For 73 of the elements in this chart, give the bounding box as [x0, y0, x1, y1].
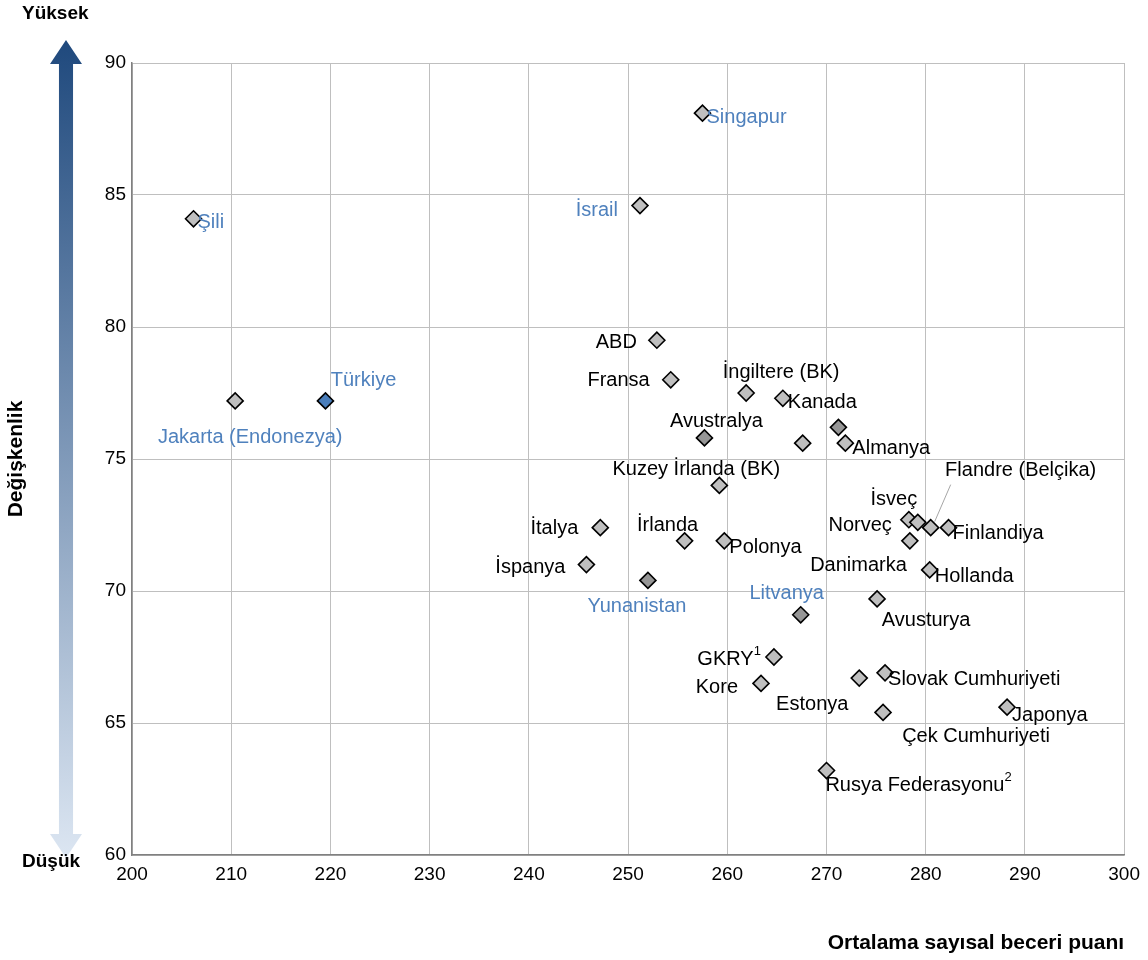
annotation: İngiltere (BK): [722, 359, 840, 382]
point: [710, 476, 729, 495]
point: [316, 392, 335, 410]
annotation: Polonya: [729, 535, 803, 558]
point: [737, 384, 755, 402]
annotation: Estonya: [776, 691, 850, 714]
point: [577, 555, 596, 574]
x-tick-label: 270: [810, 862, 843, 884]
y-tick-label: 90: [104, 51, 126, 73]
annotation: Flandre (Belçika): [945, 458, 1097, 481]
y-tick-label: 65: [104, 711, 126, 733]
point: [908, 513, 927, 532]
point: [791, 605, 810, 624]
x-tick-label: 250: [612, 862, 644, 884]
y-tick-label: 75: [104, 447, 126, 469]
annotation: İsveç: [870, 487, 918, 510]
x-tick-label: 230: [413, 862, 446, 884]
point: [639, 571, 657, 590]
y-tick-label: 70: [104, 579, 126, 601]
x-tick-label: 200: [116, 862, 148, 884]
annotation: Litvanya: [749, 581, 825, 604]
x-tick-label: 260: [711, 862, 744, 884]
annotation: Türkiye: [330, 368, 397, 391]
y-axis-title: Değişkenlik: [3, 400, 27, 518]
annotation: Avusturya: [881, 608, 972, 631]
annotation: Avustralya: [669, 409, 764, 432]
point: [648, 331, 666, 349]
point: [921, 518, 940, 537]
x-tick-label: 220: [314, 862, 347, 884]
annotation: İspanya: [495, 555, 567, 578]
point: [874, 703, 892, 722]
annotation: Finlandiya: [952, 521, 1045, 544]
annotation: Jakarta (Endonezya): [157, 425, 343, 448]
y-tick-label: 85: [104, 183, 126, 205]
y-tick-label: 60: [104, 843, 126, 865]
annotation: Almanya: [852, 435, 932, 458]
text: Düşük: [22, 850, 81, 872]
point: [901, 532, 919, 550]
point: [661, 371, 680, 389]
annotation: Fransa: [587, 368, 651, 391]
annotation: Şili: [197, 210, 225, 233]
point: [752, 674, 770, 693]
annotation: Norveç: [828, 512, 892, 535]
point: [631, 196, 649, 215]
point: [226, 392, 244, 410]
y-tick-label: 80: [104, 315, 126, 337]
annotation: İsrail: [575, 198, 618, 221]
annotation: Danimarka: [810, 553, 908, 576]
annotation: Kuzey İrlanda (BK): [612, 456, 781, 479]
point: [850, 669, 869, 687]
point: [793, 434, 812, 452]
point: [675, 532, 694, 550]
annotation: Japonya: [1012, 702, 1089, 725]
annotation: Hollanda: [934, 564, 1015, 587]
annotation: Singapur: [706, 104, 787, 127]
annotation: İtalya: [530, 516, 580, 539]
annotation: ABD: [595, 329, 637, 352]
annotation: Kanada: [787, 389, 858, 412]
text: Yüksek: [22, 2, 89, 24]
x-tick-label: 300: [1108, 862, 1140, 884]
x-axis-title: Ortalama sayısal beceri puanı: [827, 930, 1125, 954]
point: [765, 648, 783, 666]
point: [829, 418, 848, 437]
x-tick-label: 290: [1009, 862, 1041, 884]
x-tick-label: 280: [909, 862, 942, 884]
annotation: Yunanistan: [587, 593, 687, 616]
annotation: Slovak Cumhuriyeti: [888, 667, 1061, 690]
annotation: İrlanda: [637, 513, 700, 536]
x-tick-label: 240: [513, 862, 545, 884]
point: [591, 518, 610, 537]
x-tick-label: 210: [215, 862, 248, 884]
point: [868, 590, 886, 608]
annotation: Kore: [695, 674, 739, 697]
